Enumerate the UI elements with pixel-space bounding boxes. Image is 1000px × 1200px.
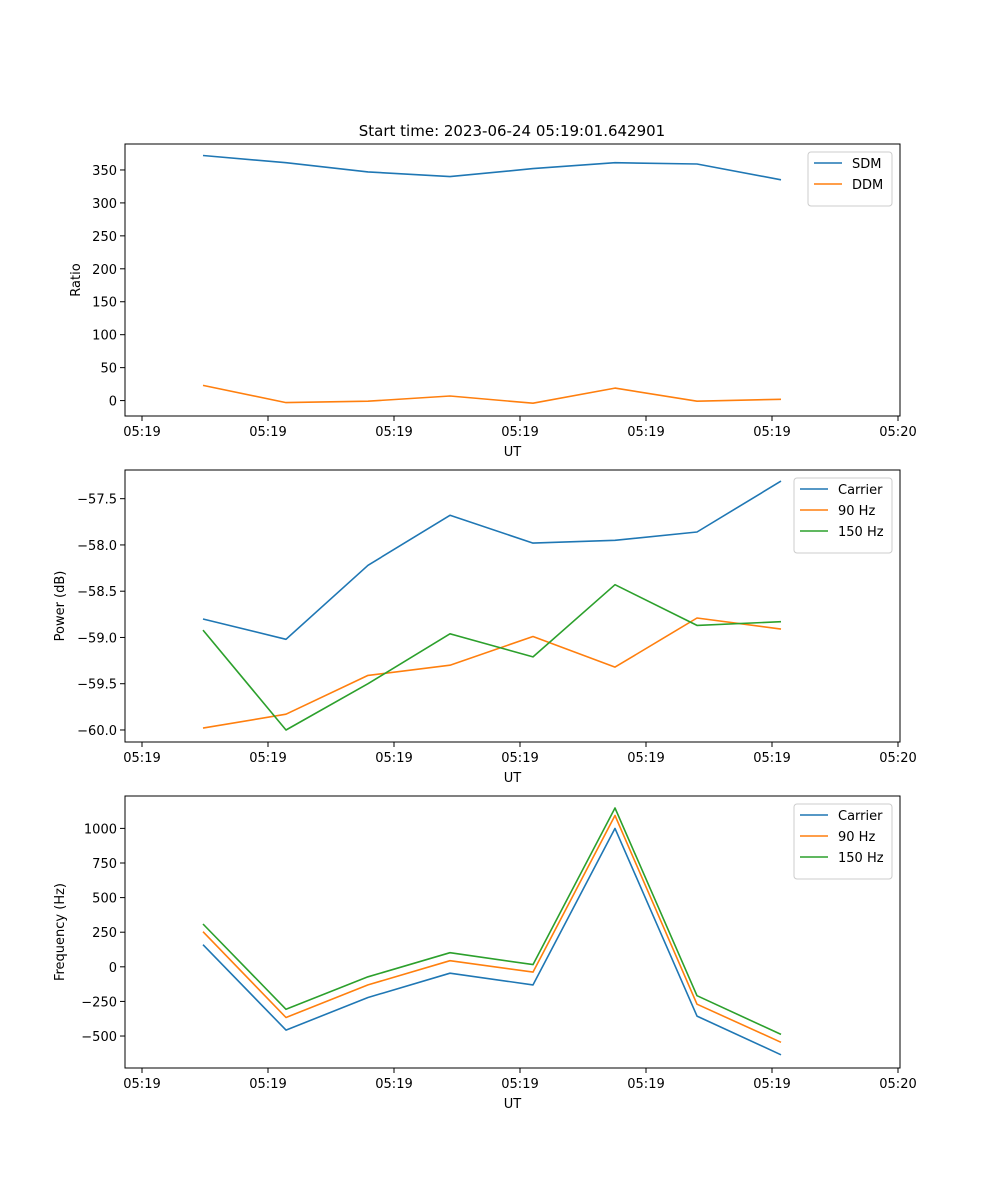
x-tick-label: 05:19: [249, 425, 286, 440]
legend-box: [793, 477, 893, 554]
legend-label: 150 Hz: [838, 525, 884, 540]
figure-title: Start time: 2023-06-24 05:19:01.642901: [359, 122, 665, 140]
x-tick-label: 05:19: [501, 1077, 538, 1092]
x-tick-label: 05:19: [501, 425, 538, 440]
x-tick-label: 05:19: [375, 1077, 412, 1092]
series-line-carrier: [202, 480, 782, 641]
y-tick-label: 100: [92, 329, 117, 344]
subplot-1: 05:19 05:19 05:19 05:19 05:19 05:19 05:20 0 50 10…: [69, 143, 917, 460]
legend: Carrier 90 Hz 150 Hz: [793, 477, 893, 554]
y-tick-label: 350: [92, 164, 117, 179]
legend-label: DDM: [852, 178, 883, 193]
legend-label: 90 Hz: [838, 830, 875, 845]
y-tick-label: 300: [92, 197, 117, 212]
y-tick-label: 500: [92, 892, 117, 907]
y-tick-label: −59.0: [77, 631, 117, 646]
x-tick-label: 05:19: [123, 425, 160, 440]
y-axis-label: Frequency (Hz): [53, 883, 68, 981]
x-axis-label: UT: [504, 1097, 522, 1112]
x-tick-label: 05:19: [501, 751, 538, 766]
x-tick-label: 05:19: [753, 425, 790, 440]
axes-frame: [124, 469, 901, 743]
y-axis-label: Ratio: [69, 263, 84, 296]
series-line-90-hz: [202, 814, 782, 1044]
x-tick-label: 05:20: [879, 751, 916, 766]
subplot-2: 05:19 05:19 05:19 05:19 05:19 05:19 05:20 −60.0…: [53, 469, 917, 786]
y-tick-label: 250: [92, 926, 117, 941]
x-axis-label: UT: [504, 771, 522, 786]
x-tick-label: 05:19: [123, 751, 160, 766]
axes-frame: [124, 143, 901, 417]
y-tick-label: 50: [100, 362, 117, 377]
y-tick-label: −60.0: [77, 724, 117, 739]
y-tick-label: −58.0: [77, 539, 117, 554]
x-tick-label: 05:19: [249, 751, 286, 766]
series-line-ddm: [202, 384, 782, 405]
y-tick-label: −59.5: [77, 678, 117, 693]
y-tick-label: 1000: [84, 822, 117, 837]
y-tick-label: 750: [92, 857, 117, 872]
legend-label: 150 Hz: [838, 851, 884, 866]
y-tick-label: −57.5: [77, 493, 117, 508]
series-line-sdm: [202, 154, 782, 181]
y-tick-label: 250: [92, 230, 117, 245]
x-tick-label: 05:19: [753, 751, 790, 766]
x-tick-label: 05:19: [249, 1077, 286, 1092]
y-tick-label: 150: [92, 296, 117, 311]
x-tick-label: 05:19: [627, 425, 664, 440]
legend-label: 90 Hz: [838, 504, 875, 519]
series-line-150-hz: [202, 807, 782, 1036]
legend: SDM DDM: [807, 151, 893, 207]
subplot-3: 05:19 05:19 05:19 05:19 05:19 05:19 05:20 −500 −…: [53, 795, 917, 1112]
y-tick-label: 0: [109, 961, 117, 976]
y-tick-label: −500: [81, 1030, 117, 1045]
series-line-90-hz: [202, 617, 782, 729]
legend-box: [793, 803, 893, 880]
x-tick-label: 05:20: [879, 425, 916, 440]
x-tick-label: 05:20: [879, 1077, 916, 1092]
series-line-carrier: [202, 827, 782, 1056]
x-tick-label: 05:19: [627, 751, 664, 766]
x-tick-label: 05:19: [375, 751, 412, 766]
x-tick-label: 05:19: [627, 1077, 664, 1092]
y-tick-label: −58.5: [77, 585, 117, 600]
legend-label: Carrier: [838, 483, 883, 498]
x-tick-label: 05:19: [753, 1077, 790, 1092]
x-tick-label: 05:19: [123, 1077, 160, 1092]
subplots: 05:19 05:19 05:19 05:19 05:19 05:19 05:20 0 50 10…: [53, 143, 917, 1112]
series-line-150-hz: [202, 583, 782, 731]
legend-box: [807, 151, 893, 207]
legend-label: Carrier: [838, 809, 883, 824]
y-tick-label: 200: [92, 263, 117, 278]
x-axis-label: UT: [504, 445, 522, 460]
legend-label: SDM: [852, 157, 881, 172]
axes-frame: [124, 795, 901, 1069]
y-axis-label: Power (dB): [53, 571, 68, 642]
y-tick-label: 0: [109, 395, 117, 410]
y-tick-label: −250: [81, 995, 117, 1010]
x-tick-label: 05:19: [375, 425, 412, 440]
legend: Carrier 90 Hz 150 Hz: [793, 803, 893, 880]
